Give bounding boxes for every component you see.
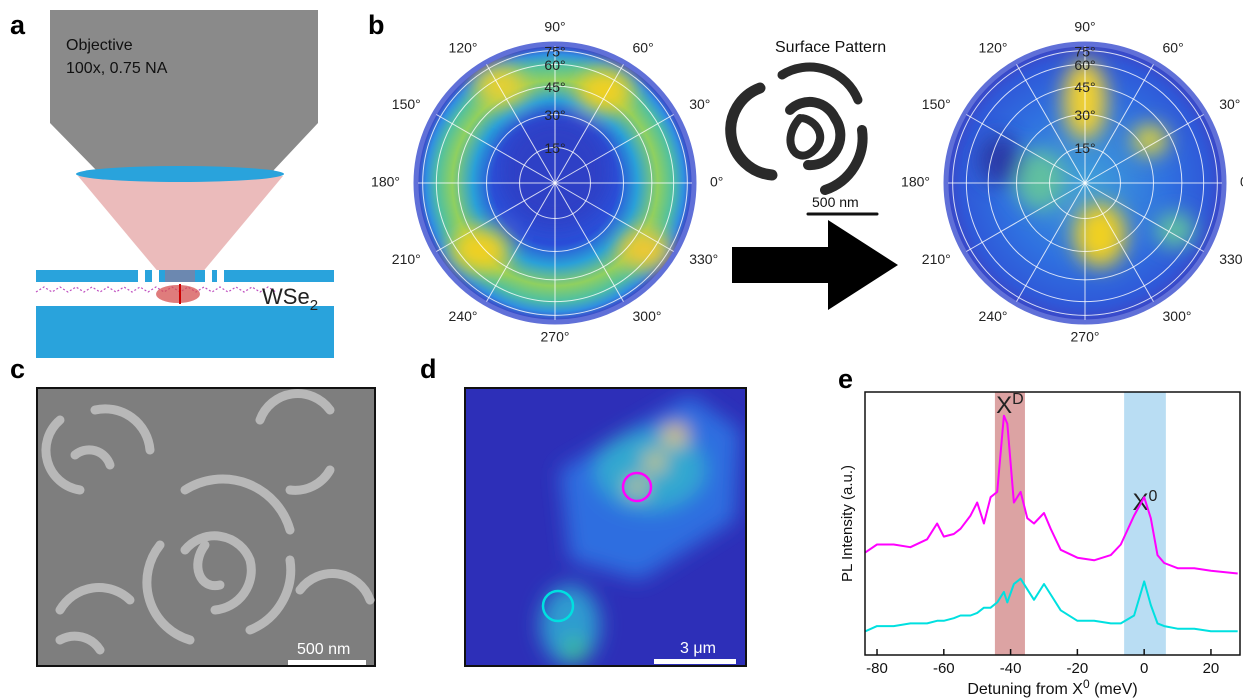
setup-schematic: Objective 100x, 0.75 NA WSe2 (36, 10, 334, 358)
figure: a b c d e Objective 100x, 0.75 NA WSe2 0… (0, 0, 1243, 698)
angle-label: 270° (1071, 329, 1100, 345)
spectrum-line (865, 416, 1237, 574)
text: WSe (262, 284, 310, 309)
radial-label: 30° (544, 107, 565, 123)
beam (78, 176, 283, 280)
angle-label: 210° (392, 251, 421, 267)
radial-label: 45° (544, 79, 565, 95)
radial-label: 30° (1074, 107, 1095, 123)
x-tick-label: 0 (1140, 660, 1148, 677)
angle-label: 270° (541, 329, 570, 345)
scale-bar-label: 3 μm (680, 640, 716, 657)
objective-spec: 100x, 0.75 NA (66, 60, 168, 77)
x-tick-label: -20 (1067, 660, 1089, 677)
panel-label: e (838, 364, 853, 394)
angle-label: 150° (392, 96, 421, 112)
angle-label: 180° (901, 174, 930, 190)
radial-label: 15° (1074, 140, 1095, 156)
arrow (732, 220, 898, 310)
angle-label: 120° (449, 39, 478, 55)
text: D (1012, 391, 1024, 408)
angle-label: 150° (922, 96, 951, 112)
panel-label: a (10, 10, 26, 40)
radial-label: 75° (1074, 43, 1095, 59)
scale-bar-label: 500 nm (812, 194, 859, 210)
x-tick-label: 20 (1203, 660, 1220, 677)
surface-pattern: Surface Pattern 500 nm (731, 39, 886, 214)
panel-label: d (420, 354, 437, 384)
y-axis-label: PL Intensity (a.u.) (839, 465, 856, 582)
panel-label: b (368, 10, 385, 40)
objective-label: Objective (66, 37, 133, 54)
spectrum-line (865, 579, 1237, 632)
angle-label: 300° (1163, 308, 1192, 324)
angle-label: 0° (710, 174, 723, 190)
sem-image: 500 nm (37, 388, 375, 666)
pl-map: 3 μm (465, 388, 746, 666)
plot-frame (865, 392, 1240, 655)
radial-label: 60° (544, 57, 565, 73)
x-tick-label: -80 (866, 660, 888, 677)
angle-label: 210° (922, 251, 951, 267)
panel-label: c (10, 354, 25, 384)
radial-label: 60° (1074, 57, 1095, 73)
x-tick-label: -40 (1000, 660, 1022, 677)
angle-label: 330° (1219, 251, 1243, 267)
radial-label: 45° (1074, 79, 1095, 95)
text: Detuning from X (967, 681, 1083, 698)
band (995, 392, 1025, 655)
angle-label: 330° (689, 251, 718, 267)
angle-label: 300° (633, 308, 662, 324)
angle-label: 30° (1219, 96, 1240, 112)
angle-label: 90° (544, 19, 565, 35)
angle-label: 120° (979, 39, 1008, 55)
angle-label: 240° (979, 308, 1008, 324)
x-axis-label: Detuning from X0 (meV) (967, 677, 1137, 698)
x-tick-label: -60 (933, 660, 955, 677)
text: (meV) (1090, 681, 1138, 698)
angle-label: 30° (689, 96, 710, 112)
text: 0 (1149, 488, 1158, 505)
angle-label: 60° (1163, 39, 1184, 55)
scale-bar-label: 500 nm (297, 641, 350, 658)
angle-label: 180° (371, 174, 400, 190)
spot (156, 285, 200, 303)
text: 2 (310, 297, 318, 314)
angle-label: 60° (633, 39, 654, 55)
pattern-title: Surface Pattern (775, 39, 886, 56)
radial-label: 75° (544, 43, 565, 59)
radial-label: 15° (544, 140, 565, 156)
substrate (36, 306, 334, 358)
angle-label: 240° (449, 308, 478, 324)
objective (50, 10, 318, 172)
lens (76, 166, 284, 182)
angle-label: 90° (1074, 19, 1095, 35)
